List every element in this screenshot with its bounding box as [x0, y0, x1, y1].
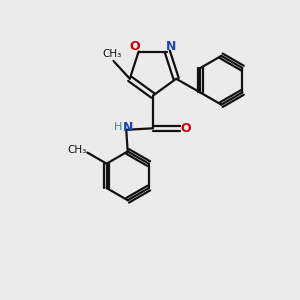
Text: O: O — [180, 122, 191, 135]
Text: H: H — [114, 122, 122, 132]
Text: CH₃: CH₃ — [102, 50, 122, 59]
Text: N: N — [122, 121, 133, 134]
Text: O: O — [130, 40, 140, 53]
Text: CH₃: CH₃ — [67, 145, 86, 155]
Text: N: N — [166, 40, 176, 53]
